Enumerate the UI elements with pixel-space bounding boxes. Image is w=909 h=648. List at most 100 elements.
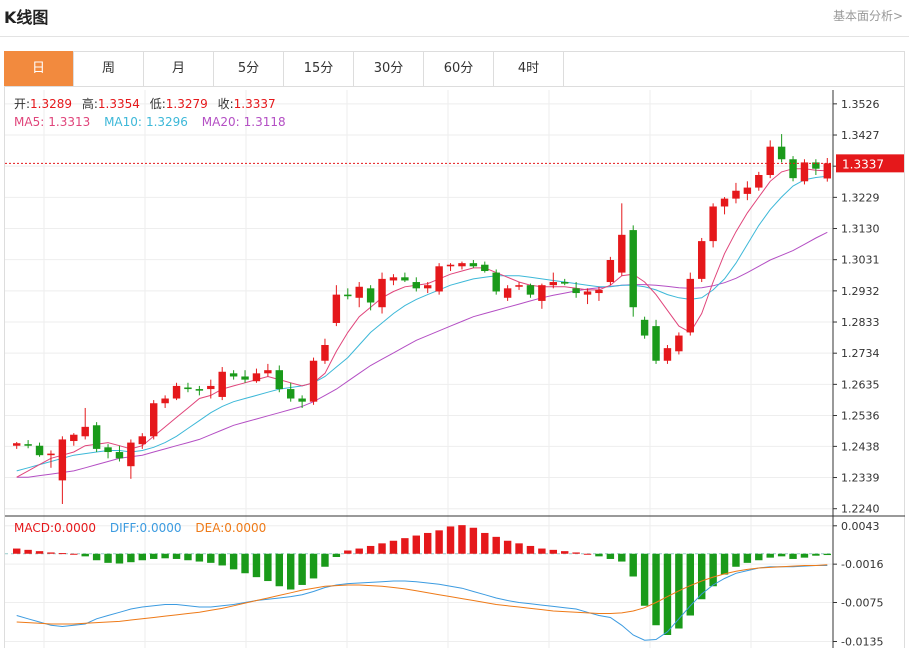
macd-bar [812,553,820,556]
macd-bar [58,553,67,555]
macd-bar [252,553,261,578]
macd-bar [549,549,558,554]
candle-body [35,445,44,456]
macd-bar [823,553,832,556]
price-tick-label: 1.3130 [841,223,880,236]
candle-body [81,426,89,437]
macd-tick-label: -0.0075 [841,597,883,610]
price-tick-label: 1.3031 [841,254,880,267]
tab-60min[interactable]: 60分 [424,51,494,86]
candle-body [743,187,752,194]
macd-bar [766,553,774,558]
candle-body [777,146,786,160]
candle-body [469,263,478,267]
fundamental-analysis-link[interactable]: 基本面分析> [832,9,903,23]
macd-bar [355,548,363,554]
candle-body [458,263,466,267]
dea-value: 0.0000 [224,521,266,535]
candle-body [435,266,443,292]
page-title: K线图 [4,8,49,27]
macd-bar [435,530,443,554]
price-tick-label: 1.2438 [841,440,880,453]
candle-body [241,376,249,380]
macd-bar [92,553,101,561]
ma10-value: 1.3296 [146,115,188,129]
ma20-line [16,231,828,478]
tab-30min[interactable]: 30分 [354,51,424,86]
candle-body [652,326,660,361]
low-label: 低: [150,97,166,111]
candle-body [789,159,797,179]
tab-month[interactable]: 月 [144,51,214,86]
macd-bar [366,545,375,554]
ma-legend: MA5: 1.3313 MA10: 1.3296 MA20: 1.3118 [14,115,286,129]
candle-body [309,360,318,402]
low-value: 1.3279 [166,97,208,111]
tab-5min[interactable]: 5分 [214,51,284,86]
candle-body [218,371,226,397]
candle-body [252,373,261,382]
macd-bar [161,553,169,559]
open-value: 1.3289 [30,97,72,111]
price-tick-label: 1.2339 [841,472,880,485]
candle-body [412,282,421,289]
ma20-label: MA20: [202,115,240,129]
tab-week[interactable]: 周 [74,51,144,86]
macd-bar [115,553,124,564]
macd-bar [321,553,329,567]
macd-bar [777,553,786,557]
macd-bar [149,553,158,559]
macd-bar [241,553,249,574]
price-tick-label: 1.2240 [841,503,880,516]
macd-tick-label: -0.0135 [841,636,883,648]
candle-body [47,453,55,456]
macd-bar [275,553,284,587]
macd-bar [458,525,466,554]
ma20-value: 1.3118 [244,115,286,129]
macd-bar [70,553,78,555]
tab-15min[interactable]: 15分 [284,51,354,86]
macd-bar [332,553,341,557]
candle-body [446,264,455,267]
candle-body [184,387,192,390]
macd-bar [481,532,489,554]
candle-body [401,277,409,281]
tab-day[interactable]: 日 [4,51,74,86]
price-tick-label: 1.2833 [841,316,880,329]
candle-body [366,288,375,303]
macd-bar [35,551,44,554]
macd-bar [446,526,455,554]
macd-bar [583,553,592,555]
macd-bar [412,535,421,554]
price-tick-label: 1.2635 [841,378,880,391]
candle-body [515,285,523,287]
high-value: 1.3354 [98,97,140,111]
header-divider [0,36,909,37]
candle-body [298,398,306,402]
macd-bar [389,540,398,554]
candle-body [149,403,158,437]
macd-tick-label: -0.0016 [841,558,883,571]
candle-body [12,443,21,446]
macd-bar [229,553,238,570]
candle-body [275,370,284,390]
macd-bar [743,553,752,563]
price-tick-label: 1.3526 [841,98,880,111]
macd-bar [138,553,147,561]
macd-bar [560,551,569,554]
candle-body [606,260,615,283]
candle-body [538,285,546,301]
candle-body [138,436,147,445]
dea-line [16,564,828,625]
diff-value: 0.0000 [140,521,182,535]
macd-bar [195,553,204,562]
candle-body [332,294,341,323]
candle-body [344,294,352,297]
candle-body [549,282,558,286]
candle-body [58,439,67,481]
price-tick-label: 1.3427 [841,129,880,142]
price-tick-label: 1.2734 [841,347,880,360]
candle-body [663,348,672,361]
tab-4hour[interactable]: 4时 [494,51,564,86]
